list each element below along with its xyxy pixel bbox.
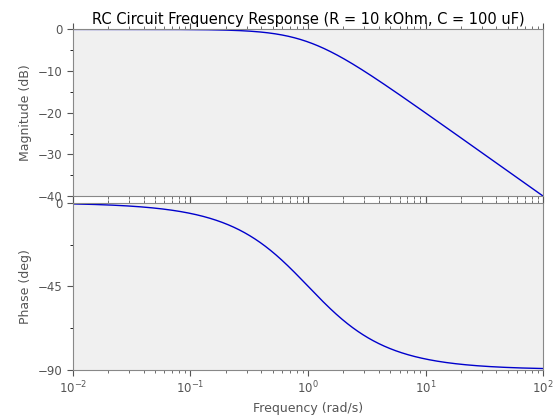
Title: RC Circuit Frequency Response (R = 10 kOhm, C = 100 uF): RC Circuit Frequency Response (R = 10 kO… — [92, 12, 524, 27]
Y-axis label: Phase (deg): Phase (deg) — [19, 249, 32, 324]
Y-axis label: Magnitude (dB): Magnitude (dB) — [19, 64, 32, 161]
X-axis label: Frequency (rad/s): Frequency (rad/s) — [253, 402, 363, 415]
